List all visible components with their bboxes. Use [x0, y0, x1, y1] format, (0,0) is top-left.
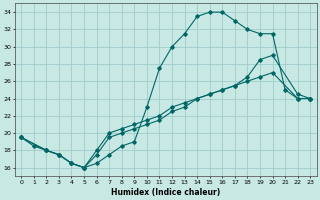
- X-axis label: Humidex (Indice chaleur): Humidex (Indice chaleur): [111, 188, 220, 197]
